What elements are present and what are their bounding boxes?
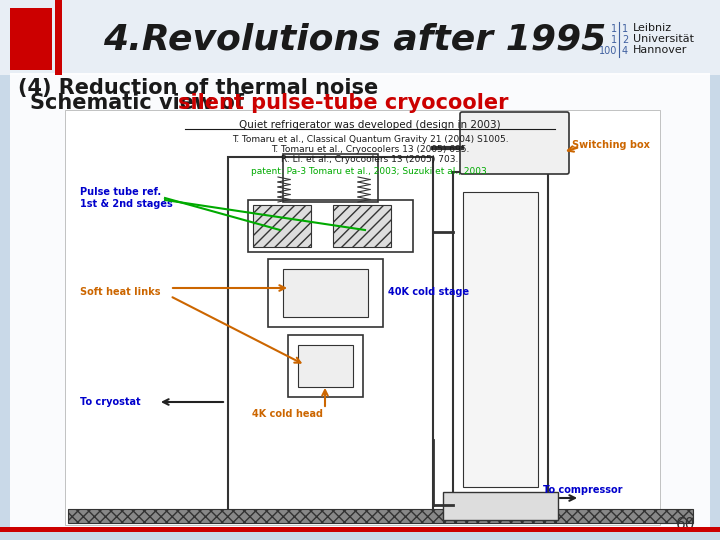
Bar: [248, 200, 413, 252]
Bar: [268, 259, 383, 327]
Text: Leibniz: Leibniz: [633, 23, 672, 33]
Text: 1: 1: [611, 35, 617, 45]
Text: Soft heat links: Soft heat links: [80, 287, 161, 297]
Text: silent pulse-tube cryocooler: silent pulse-tube cryocooler: [178, 93, 508, 113]
Text: 1st & 2nd stages: 1st & 2nd stages: [80, 199, 173, 209]
Text: (4) Reduction of thermal noise: (4) Reduction of thermal noise: [18, 78, 378, 98]
Text: 2: 2: [622, 35, 629, 45]
Text: To cryostat: To cryostat: [80, 397, 140, 407]
Text: 4K cold head: 4K cold head: [253, 409, 323, 419]
Bar: [10, 8, 52, 70]
Bar: [65, 110, 660, 525]
Text: 60: 60: [675, 517, 695, 532]
Bar: [55, 0, 62, 75]
Text: 100: 100: [598, 46, 617, 56]
Bar: [0, 0, 720, 75]
Text: Switching box: Switching box: [572, 140, 650, 150]
Text: Hannover: Hannover: [633, 45, 688, 55]
Text: patent: Pa-3 Tomaru et al., 2003; Suzuki et al., 2003.: patent: Pa-3 Tomaru et al., 2003; Suzuki…: [251, 166, 490, 176]
Text: T. Tomaru et al., Classical Quantum Gravity 21 (2004) S1005.: T. Tomaru et al., Classical Quantum Grav…: [232, 134, 508, 144]
Text: Schematic view of: Schematic view of: [30, 93, 251, 113]
Bar: [283, 154, 378, 202]
Bar: [228, 157, 433, 512]
Text: Quiet refrigerator was developed (design in 2003): Quiet refrigerator was developed (design…: [239, 120, 501, 130]
Text: 40K cold stage: 40K cold stage: [388, 287, 469, 297]
Bar: [283, 269, 368, 317]
Text: Pulse tube ref.: Pulse tube ref.: [80, 187, 161, 197]
Bar: [298, 345, 353, 387]
Bar: [68, 509, 693, 523]
Text: 4.Revolutions after 1995: 4.Revolutions after 1995: [104, 23, 607, 57]
Text: 4: 4: [622, 46, 628, 56]
Bar: [10, 73, 710, 528]
Bar: [0, 527, 720, 532]
Bar: [463, 192, 538, 487]
Bar: [253, 205, 311, 247]
Text: R. Li. et al., Cryocoolers 13 (2005) 703.: R. Li. et al., Cryocoolers 13 (2005) 703…: [282, 154, 459, 164]
Text: 1: 1: [611, 24, 617, 34]
Text: T. Tomaru et al., Cryocoolers 13 (2005) 695.: T. Tomaru et al., Cryocoolers 13 (2005) …: [271, 145, 469, 153]
Text: Universität: Universität: [633, 34, 694, 44]
Bar: [453, 172, 548, 507]
Bar: [288, 335, 363, 397]
Bar: [333, 205, 391, 247]
FancyBboxPatch shape: [460, 112, 569, 174]
Text: To compressor: To compressor: [543, 485, 623, 495]
Text: 1: 1: [622, 24, 628, 34]
Bar: [443, 492, 558, 520]
